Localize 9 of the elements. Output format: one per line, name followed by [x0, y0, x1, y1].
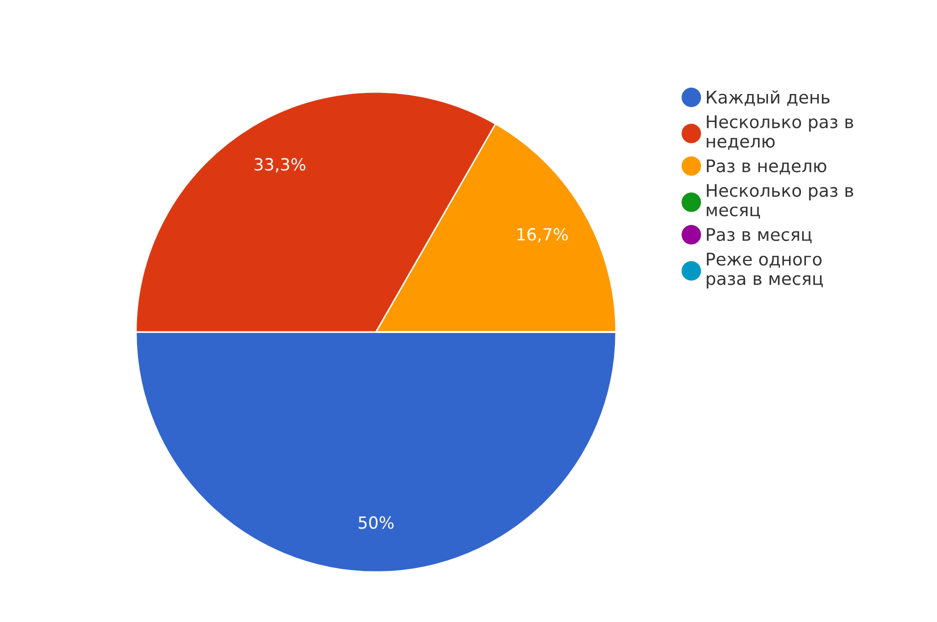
data-label: 33,3%: [254, 158, 306, 172]
data-label: 16,7%: [518, 228, 568, 242]
data-label: 50%: [358, 516, 394, 529]
legend-label: Реже одного раза в месяц: [706, 252, 823, 288]
legend-label: Несколько раз в неделю: [706, 115, 854, 150]
legend-label: Раз в месяц: [706, 228, 812, 244]
legend-label: Каждый день: [706, 90, 830, 106]
legend-label: Несколько раз в месяц: [706, 184, 854, 219]
legend-label: Раз в неделю: [706, 159, 826, 175]
